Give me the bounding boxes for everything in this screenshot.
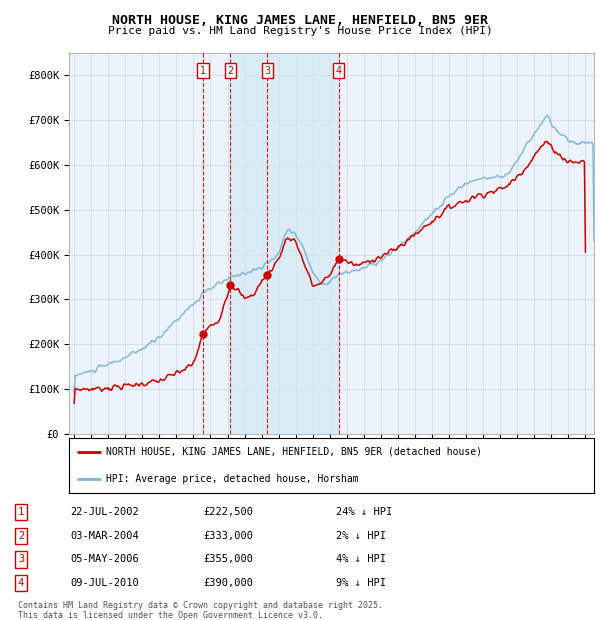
Text: 2% ↓ HPI: 2% ↓ HPI: [336, 531, 386, 541]
Text: 4: 4: [18, 578, 24, 588]
Text: 2: 2: [18, 531, 24, 541]
Text: £355,000: £355,000: [203, 554, 253, 564]
Text: 1: 1: [18, 507, 24, 517]
Text: 2: 2: [227, 66, 233, 76]
Text: 09-JUL-2010: 09-JUL-2010: [71, 578, 139, 588]
Text: 24% ↓ HPI: 24% ↓ HPI: [336, 507, 392, 517]
Text: 3: 3: [265, 66, 271, 76]
Text: 4: 4: [335, 66, 342, 76]
Text: Contains HM Land Registry data © Crown copyright and database right 2025.: Contains HM Land Registry data © Crown c…: [18, 601, 383, 611]
Text: 9% ↓ HPI: 9% ↓ HPI: [336, 578, 386, 588]
Text: 4% ↓ HPI: 4% ↓ HPI: [336, 554, 386, 564]
Text: £333,000: £333,000: [203, 531, 253, 541]
Text: This data is licensed under the Open Government Licence v3.0.: This data is licensed under the Open Gov…: [18, 611, 323, 620]
Text: £222,500: £222,500: [203, 507, 253, 517]
Bar: [230, 53, 338, 434]
Text: 05-MAY-2006: 05-MAY-2006: [71, 554, 139, 564]
Text: 22-JUL-2002: 22-JUL-2002: [71, 507, 139, 517]
Text: HPI: Average price, detached house, Horsham: HPI: Average price, detached house, Hors…: [106, 474, 358, 484]
Text: 3: 3: [18, 554, 24, 564]
Text: 03-MAR-2004: 03-MAR-2004: [71, 531, 139, 541]
Text: £390,000: £390,000: [203, 578, 253, 588]
Text: NORTH HOUSE, KING JAMES LANE, HENFIELD, BN5 9ER: NORTH HOUSE, KING JAMES LANE, HENFIELD, …: [112, 14, 488, 27]
Text: Price paid vs. HM Land Registry's House Price Index (HPI): Price paid vs. HM Land Registry's House …: [107, 26, 493, 36]
Text: NORTH HOUSE, KING JAMES LANE, HENFIELD, BN5 9ER (detached house): NORTH HOUSE, KING JAMES LANE, HENFIELD, …: [106, 447, 482, 457]
Text: 1: 1: [200, 66, 206, 76]
